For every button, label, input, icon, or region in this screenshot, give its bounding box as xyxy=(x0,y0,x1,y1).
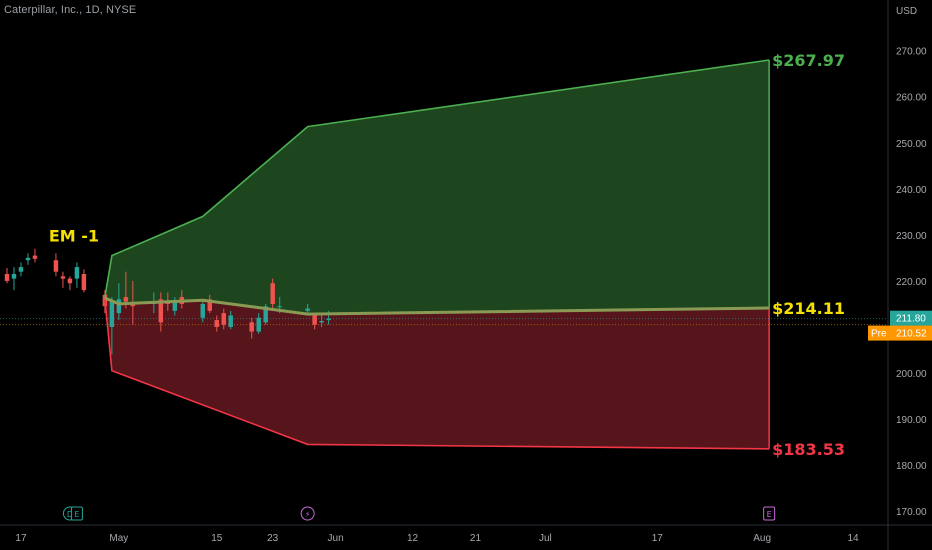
y-tick-label: 170.00 xyxy=(896,507,927,518)
candle-body[interactable] xyxy=(32,255,38,259)
mid-value-label: $214.11 xyxy=(772,299,845,318)
x-tick-label: 23 xyxy=(267,533,279,544)
candle-body[interactable] xyxy=(109,301,115,327)
candle-body[interactable] xyxy=(277,306,282,308)
x-tick-label: 17 xyxy=(652,533,664,544)
x-tick-label: May xyxy=(109,533,128,544)
x-tick-label: Jun xyxy=(328,533,344,544)
candle-body[interactable] xyxy=(18,267,24,272)
y-tick-label: 270.00 xyxy=(896,47,927,58)
earnings-marker-letter: E xyxy=(74,510,79,519)
premarket-tag xyxy=(868,325,890,341)
x-tick-label: Jul xyxy=(539,533,552,544)
expected-move-mid-line xyxy=(104,296,770,316)
candle-body[interactable] xyxy=(81,274,87,291)
candle-body[interactable] xyxy=(207,299,213,311)
current-price-badge xyxy=(890,310,932,326)
y-tick-label: 190.00 xyxy=(896,415,927,426)
candle-body[interactable] xyxy=(4,274,10,281)
y-tick-label: 250.00 xyxy=(896,139,927,150)
lower-value-label: $183.53 xyxy=(772,440,845,459)
y-tick-label: 200.00 xyxy=(896,369,927,380)
axis-currency-label: USD xyxy=(896,6,917,17)
candle-body[interactable] xyxy=(312,315,317,325)
split-marker-icon[interactable] xyxy=(300,506,315,521)
candle-body[interactable] xyxy=(130,303,136,307)
x-tick-label: 12 xyxy=(407,533,419,544)
earnings-marker-letter: E xyxy=(767,510,772,519)
x-tick-label: 21 xyxy=(470,533,482,544)
x-tick-label: 15 xyxy=(211,533,223,544)
candle-body[interactable] xyxy=(326,318,331,321)
candle-body[interactable] xyxy=(249,322,254,332)
candle-body[interactable] xyxy=(172,301,178,311)
candle-body[interactable] xyxy=(60,276,66,279)
y-tick-label: 260.00 xyxy=(896,93,927,104)
candle-body[interactable] xyxy=(270,283,275,304)
candle-body[interactable] xyxy=(53,260,59,272)
x-tick-label: Aug xyxy=(753,533,771,544)
y-tick-label: 230.00 xyxy=(896,231,927,242)
y-tick-label: 220.00 xyxy=(896,277,927,288)
candle-body[interactable] xyxy=(74,267,80,279)
premarket-price-value: 210.52 xyxy=(896,329,927,340)
expected-move-upper-line xyxy=(104,59,770,298)
candle-body[interactable] xyxy=(25,257,31,261)
y-tick-label: 180.00 xyxy=(896,461,927,472)
candle-body[interactable] xyxy=(214,320,219,327)
candle-body[interactable] xyxy=(11,274,17,279)
chart-title: Caterpillar, Inc., 1D, NYSE xyxy=(4,4,137,16)
expected-move-upper-zone xyxy=(104,60,770,315)
expected-move-lower-line xyxy=(104,299,770,450)
candle-body[interactable] xyxy=(305,308,310,311)
x-tick-label: 17 xyxy=(15,533,27,544)
candle-body[interactable] xyxy=(228,315,233,327)
dividend-marker-letter: D xyxy=(67,510,73,519)
candle-body[interactable] xyxy=(67,278,73,284)
candle-body[interactable] xyxy=(319,320,324,323)
earnings-marker-icon[interactable] xyxy=(70,506,83,521)
candle-body[interactable] xyxy=(116,299,122,314)
em-label: EM -1 xyxy=(49,227,99,246)
candle-body[interactable] xyxy=(256,317,261,332)
upper-value-label: $267.97 xyxy=(772,51,845,70)
split-marker-letter: ⚡ xyxy=(305,510,311,519)
candle-body[interactable] xyxy=(200,303,206,318)
y-tick-label: 240.00 xyxy=(896,185,927,196)
x-tick-label: 14 xyxy=(847,533,859,544)
candle-body[interactable] xyxy=(263,306,268,323)
candle-body[interactable] xyxy=(158,299,164,323)
current-price-value: 211.80 xyxy=(896,314,926,325)
expected-move-lower-zone xyxy=(104,298,770,449)
candle-body[interactable] xyxy=(123,297,129,302)
earnings-marker-icon[interactable] xyxy=(763,506,776,521)
premarket-label: Pre xyxy=(871,329,887,340)
premarket-price-badge xyxy=(890,325,932,341)
candle-body[interactable] xyxy=(221,313,226,325)
